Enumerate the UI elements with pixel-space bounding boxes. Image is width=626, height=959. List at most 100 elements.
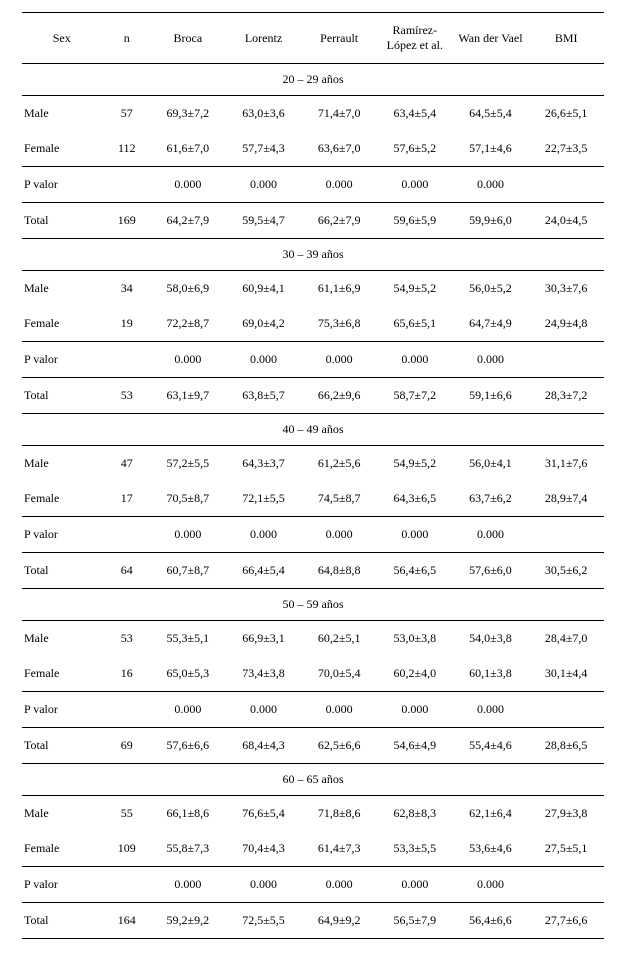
cell-bmi: 31,1±7,6 (528, 446, 604, 482)
cell-lorentz: 63,0±3,6 (226, 96, 302, 132)
cell-wdv: 0.000 (453, 692, 529, 728)
row-label: Female (22, 306, 103, 342)
row-label: Total (22, 553, 103, 589)
cell-lorentz: 0.000 (226, 342, 302, 378)
table-row-male: Male5769,3±7,263,0±3,671,4±7,063,4±5,464… (22, 96, 604, 132)
cell-wdv: 59,1±6,6 (453, 378, 529, 414)
cell-wdv: 54,0±3,8 (453, 621, 529, 657)
cell-wdv: 57,6±6,0 (453, 553, 529, 589)
ideal-weight-table: Sex n Broca Lorentz Perrault Ramírez-Lóp… (22, 12, 604, 939)
age-group-heading: 30 – 39 años (22, 239, 604, 271)
age-group-label: 20 – 29 años (22, 64, 604, 96)
cell-perrault: 75,3±6,8 (301, 306, 377, 342)
table-header-row: Sex n Broca Lorentz Perrault Ramírez-Lóp… (22, 13, 604, 64)
cell-perrault: 70,0±5,4 (301, 656, 377, 692)
cell-wdv: 0.000 (453, 517, 529, 553)
cell-bmi: 24,0±4,5 (528, 203, 604, 239)
table-row-female: Female11261,6±7,057,7±4,363,6±7,057,6±5,… (22, 131, 604, 167)
cell-broca: 60,7±8,7 (150, 553, 226, 589)
age-group-heading: 40 – 49 años (22, 414, 604, 446)
cell-bmi: 24,9±4,8 (528, 306, 604, 342)
cell-ramirez: 64,3±6,5 (377, 481, 453, 517)
cell-ramirez: 59,6±5,9 (377, 203, 453, 239)
cell-perrault: 61,2±5,6 (301, 446, 377, 482)
cell-ramirez: 57,6±5,2 (377, 131, 453, 167)
cell-ramirez: 60,2±4,0 (377, 656, 453, 692)
row-label: P valor (22, 342, 103, 378)
cell-lorentz: 60,9±4,1 (226, 271, 302, 307)
col-lorentz: Lorentz (226, 13, 302, 64)
table-row-pvalor: P valor0.0000.0000.0000.0000.000 (22, 692, 604, 728)
table-row-pvalor: P valor0.0000.0000.0000.0000.000 (22, 867, 604, 903)
cell-ramirez: 65,6±5,1 (377, 306, 453, 342)
cell-n (103, 517, 150, 553)
age-group-label: 60 – 65 años (22, 764, 604, 796)
cell-n: 53 (103, 621, 150, 657)
cell-n: 47 (103, 446, 150, 482)
cell-lorentz: 59,5±4,7 (226, 203, 302, 239)
cell-wdv: 56,0±4,1 (453, 446, 529, 482)
cell-ramirez: 58,7±7,2 (377, 378, 453, 414)
row-label: Female (22, 481, 103, 517)
cell-n: 57 (103, 96, 150, 132)
row-label: Total (22, 378, 103, 414)
cell-ramirez: 0.000 (377, 342, 453, 378)
cell-perrault: 74,5±8,7 (301, 481, 377, 517)
cell-ramirez: 56,5±7,9 (377, 903, 453, 939)
table-row-female: Female1770,5±8,772,1±5,574,5±8,764,3±6,5… (22, 481, 604, 517)
cell-wdv: 63,7±6,2 (453, 481, 529, 517)
cell-perrault: 64,8±8,8 (301, 553, 377, 589)
cell-lorentz: 57,7±4,3 (226, 131, 302, 167)
cell-bmi: 30,1±4,4 (528, 656, 604, 692)
cell-bmi: 28,8±6,5 (528, 728, 604, 764)
cell-n: 55 (103, 796, 150, 832)
cell-broca: 61,6±7,0 (150, 131, 226, 167)
row-label: Total (22, 203, 103, 239)
cell-broca: 70,5±8,7 (150, 481, 226, 517)
cell-ramirez: 54,6±4,9 (377, 728, 453, 764)
cell-broca: 59,2±9,2 (150, 903, 226, 939)
cell-wdv: 56,4±6,6 (453, 903, 529, 939)
cell-broca: 63,1±9,7 (150, 378, 226, 414)
age-group-heading: 20 – 29 años (22, 64, 604, 96)
cell-n: 164 (103, 903, 150, 939)
age-group-label: 40 – 49 años (22, 414, 604, 446)
table-row-male: Male4757,2±5,564,3±3,761,2±5,654,9±5,256… (22, 446, 604, 482)
col-bmi: BMI (528, 13, 604, 64)
cell-bmi: 27,5±5,1 (528, 831, 604, 867)
age-group-label: 30 – 39 años (22, 239, 604, 271)
row-label: Female (22, 131, 103, 167)
cell-perrault: 61,1±6,9 (301, 271, 377, 307)
cell-bmi: 27,7±6,6 (528, 903, 604, 939)
cell-perrault: 0.000 (301, 342, 377, 378)
cell-wdv: 56,0±5,2 (453, 271, 529, 307)
cell-ramirez: 0.000 (377, 692, 453, 728)
table-row-male: Male3458,0±6,960,9±4,161,1±6,954,9±5,256… (22, 271, 604, 307)
cell-perrault: 60,2±5,1 (301, 621, 377, 657)
cell-wdv: 0.000 (453, 167, 529, 203)
row-label: Male (22, 621, 103, 657)
cell-n: 53 (103, 378, 150, 414)
cell-wdv: 55,4±4,6 (453, 728, 529, 764)
cell-broca: 0.000 (150, 517, 226, 553)
cell-n: 112 (103, 131, 150, 167)
cell-perrault: 71,8±8,6 (301, 796, 377, 832)
cell-ramirez: 0.000 (377, 867, 453, 903)
cell-lorentz: 64,3±3,7 (226, 446, 302, 482)
cell-lorentz: 73,4±3,8 (226, 656, 302, 692)
cell-broca: 58,0±6,9 (150, 271, 226, 307)
cell-n: 169 (103, 203, 150, 239)
cell-broca: 57,2±5,5 (150, 446, 226, 482)
row-label: Female (22, 656, 103, 692)
col-wandervael: Wan der Vael (453, 13, 529, 64)
cell-wdv: 57,1±4,6 (453, 131, 529, 167)
cell-perrault: 64,9±9,2 (301, 903, 377, 939)
cell-broca: 64,2±7,9 (150, 203, 226, 239)
cell-wdv: 59,9±6,0 (453, 203, 529, 239)
table-row-total: Total6957,6±6,668,4±4,362,5±6,654,6±4,95… (22, 728, 604, 764)
cell-broca: 55,3±5,1 (150, 621, 226, 657)
col-ramirez: Ramírez-López et al. (377, 13, 453, 64)
row-label: Total (22, 903, 103, 939)
cell-ramirez: 54,9±5,2 (377, 271, 453, 307)
cell-bmi (528, 692, 604, 728)
